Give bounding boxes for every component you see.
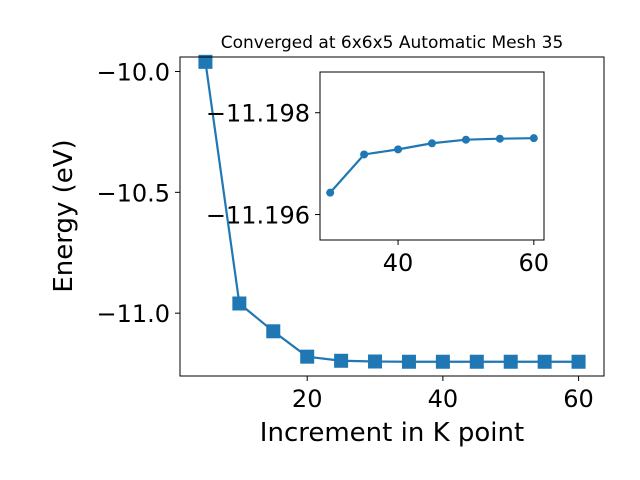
inset-data-point [495,134,504,143]
main-data-point [334,353,349,368]
inset-axes: 40 60 −11.198 −11.196 [206,71,549,277]
main-data-point [435,354,450,369]
main-axes: 20 40 60 −10.0 −10.5 −11.0 Converged at 6x6x5… [49,33,605,448]
main-data-point [266,324,281,339]
inset-y-tick-label: −11.198 [206,100,310,128]
inset-series [326,134,538,197]
main-data-point [469,354,484,369]
main-data-point [300,349,315,364]
inset-x-tick-label: 60 [519,249,550,277]
inset-y-tick-label: −11.196 [206,202,310,230]
main-data-point [368,354,383,369]
inset-ticks: 40 60 −11.198 −11.196 [206,100,549,277]
main-y-tick-label: −10.0 [96,59,170,87]
main-x-tick-label: 60 [563,385,594,413]
y-axis-label: Energy (eV) [49,139,79,292]
main-data-point [571,354,586,369]
inset-data-point [428,139,436,148]
main-series [198,54,586,369]
inset-data-point [394,145,403,154]
inset-data-point [326,188,335,197]
main-ticks: 20 40 60 −10.0 −10.5 −11.0 [96,59,593,414]
inset-data-point [461,135,470,144]
chart-title: Converged at 6x6x5 Automatic Mesh 35 [221,33,564,53]
inset-background [320,72,544,240]
main-x-tick-label: 20 [292,385,323,413]
inset-data-point [360,150,369,159]
inset-data-point [529,134,538,143]
inset-x-tick-label: 40 [383,249,414,277]
main-data-point [198,54,213,69]
main-x-tick-label: 40 [428,385,459,413]
main-y-tick-label: −11.0 [96,300,170,328]
main-plot-frame [179,56,605,377]
main-data-point [503,354,518,369]
inset-plot-frame [319,71,545,241]
main-y-tick-label: −10.5 [96,179,170,207]
main-data-point [401,354,416,369]
x-axis-label: Increment in K point [260,418,524,448]
main-data-point [537,354,552,369]
main-data-point [232,296,247,311]
